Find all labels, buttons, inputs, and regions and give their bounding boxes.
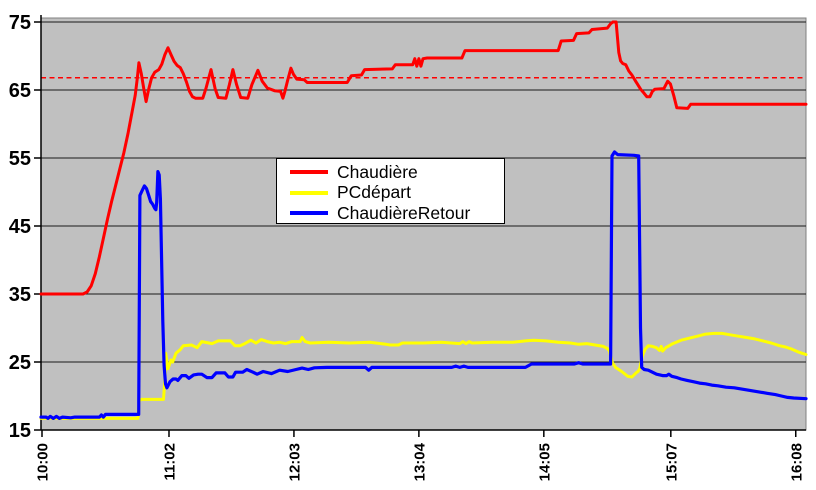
x-axis-label: 10:00 xyxy=(35,443,52,481)
legend-line-sample-pcdepart xyxy=(290,190,328,195)
legend-item-chaudiere: Chaudière xyxy=(277,162,504,183)
x-axis-label: 13:04 xyxy=(411,442,428,481)
y-axis-label: 75 xyxy=(9,12,31,34)
y-axis-label: 55 xyxy=(9,148,31,170)
x-axis-label: 11:02 xyxy=(161,443,178,481)
series-pcdepart xyxy=(39,331,808,420)
x-axis-label: 15:07 xyxy=(663,443,680,481)
series-chaudiereretour xyxy=(39,150,808,420)
y-axis-label: 65 xyxy=(9,80,31,102)
legend-line-sample-chaudiere xyxy=(290,170,328,175)
legend-label: ChaudièreRetour xyxy=(337,202,471,223)
legend-item-pcdepart: PCdépart xyxy=(277,183,504,204)
y-axis-label: 15 xyxy=(9,420,31,442)
y-axis-label: 45 xyxy=(9,216,31,238)
x-axis-label: 16:08 xyxy=(788,443,805,481)
plot-area xyxy=(40,17,807,431)
x-axis-label: 14:05 xyxy=(536,443,553,481)
legend-line-sample-chaudiereretour xyxy=(290,211,328,216)
series-chaudiere xyxy=(39,20,808,296)
legend-label: Chaudière xyxy=(337,161,418,182)
legend-label: PCdépart xyxy=(337,182,411,202)
x-axis-label: 12:03 xyxy=(286,443,303,481)
y-axis-label: 25 xyxy=(9,352,31,374)
legend-item-chaudiereretour: ChaudièreRetour xyxy=(277,203,504,224)
legend: Chaudière PCdépart ChaudièreRetour xyxy=(276,158,505,224)
y-axis-label: 35 xyxy=(9,284,31,306)
